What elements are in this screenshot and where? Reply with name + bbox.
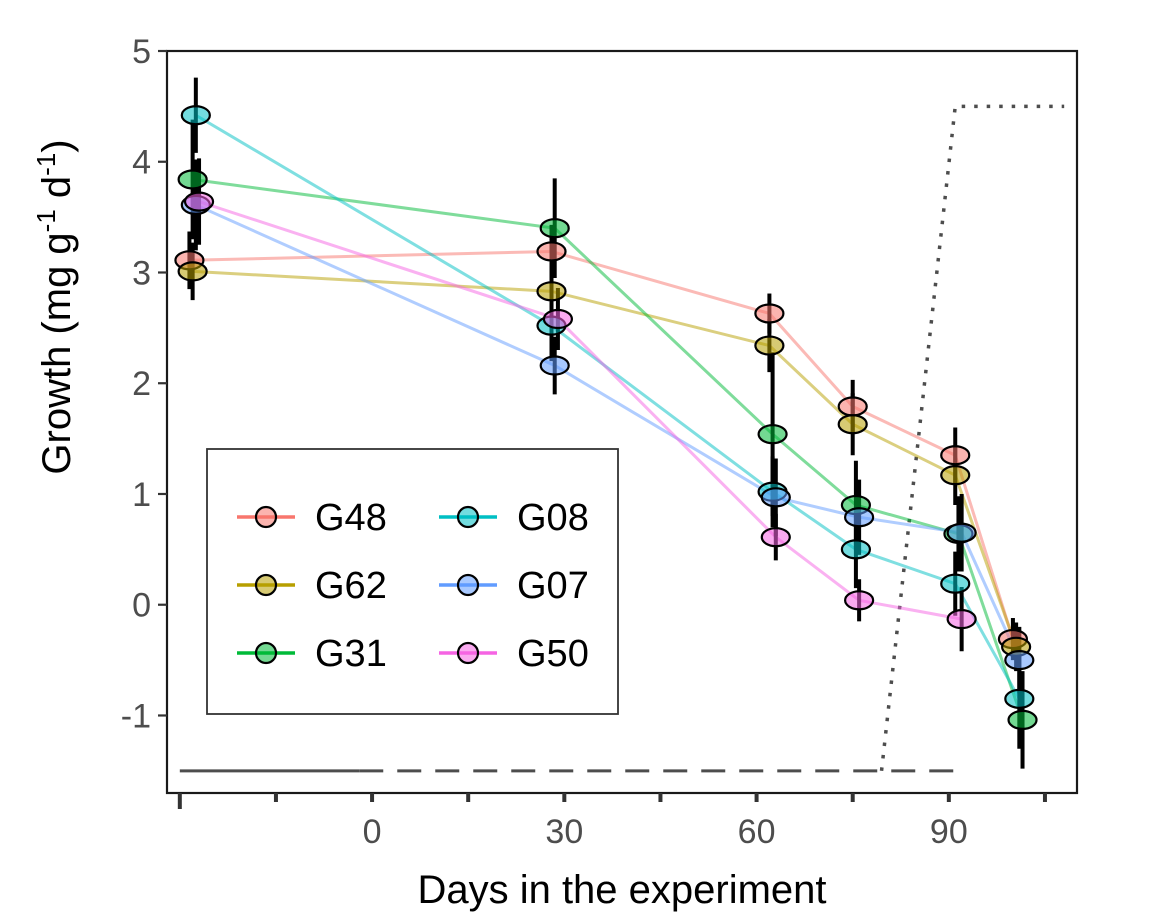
legend-swatch-point xyxy=(254,505,278,529)
point-g50-1 xyxy=(542,308,574,330)
legend-label: G50 xyxy=(517,633,589,675)
point-g48-1 xyxy=(536,241,567,262)
legend-swatch-point xyxy=(254,641,278,665)
legend-item-g62: G62 xyxy=(237,565,387,607)
legend-item-g31: G31 xyxy=(237,633,387,675)
legend-swatch-point xyxy=(456,573,480,597)
legend-label: G07 xyxy=(517,565,589,607)
y-axis-title: Growth (mg g-1 d-1) xyxy=(31,139,79,474)
legend-item-g07: G07 xyxy=(439,565,589,607)
reference-line-dotted xyxy=(879,104,1065,772)
legend-item-g08: G08 xyxy=(439,497,589,539)
point-g07-3 xyxy=(844,507,875,528)
x-tick-label-60: 60 xyxy=(738,813,776,851)
reference-lines xyxy=(179,104,1065,773)
x-tick-label-30: 30 xyxy=(545,813,583,851)
y-tick-label-5: 5 xyxy=(132,33,151,71)
legend-swatch-point xyxy=(456,505,480,529)
point-g62-4 xyxy=(940,465,971,486)
y-tick-label-1: 1 xyxy=(132,476,151,514)
point-g08-5 xyxy=(1004,688,1035,709)
series-line-g62 xyxy=(192,269,1018,648)
point-g62-2 xyxy=(754,335,785,356)
point-g62-3 xyxy=(837,414,868,435)
legend-item-g50: G50 xyxy=(439,633,589,675)
point-g31-1 xyxy=(539,218,570,239)
point-g07-2 xyxy=(760,487,791,508)
legend-label: G08 xyxy=(517,497,589,539)
x-tick-label-0: 0 xyxy=(363,813,382,851)
y-tick-label-0: 0 xyxy=(132,587,151,625)
point-g50-3 xyxy=(844,590,875,611)
point-g07-4 xyxy=(946,522,977,543)
point-g62-1 xyxy=(536,281,567,302)
point-g08-0 xyxy=(180,105,211,126)
series-line-g08 xyxy=(195,113,1021,700)
point-g07-5 xyxy=(1004,650,1035,671)
y-tick-label-3: 3 xyxy=(132,254,151,292)
legend-swatch-point xyxy=(456,641,480,665)
y-tick-label--1: -1 xyxy=(121,697,151,735)
point-g50-2 xyxy=(760,527,791,548)
point-g07-1 xyxy=(539,355,570,376)
series-line-g31 xyxy=(192,177,1024,721)
point-g31-2 xyxy=(757,424,788,445)
point-g48-4 xyxy=(940,445,971,466)
point-g31-5 xyxy=(1007,709,1038,731)
x-axis-title: Days in the experiment xyxy=(417,868,826,912)
point-g48-3 xyxy=(837,396,868,417)
plot-panel-border xyxy=(165,49,1079,795)
point-g08-3 xyxy=(840,539,872,560)
point-g62-0 xyxy=(177,261,208,282)
x-tick-label-90: 90 xyxy=(930,813,968,851)
point-g50-4 xyxy=(946,609,977,630)
series-line-g48 xyxy=(189,249,1015,640)
data-points xyxy=(174,105,1038,731)
point-g50-0 xyxy=(183,191,215,212)
series-line-g07 xyxy=(195,203,1021,661)
point-g48-2 xyxy=(754,303,785,324)
legend-item-g48: G48 xyxy=(237,497,387,539)
legend-swatch-point xyxy=(254,573,278,597)
y-tick-label-2: 2 xyxy=(132,365,151,403)
axes: -1 0 1 2 3 4 5 0 30 60 90 xyxy=(121,33,1047,851)
y-tick-label-4: 4 xyxy=(132,144,151,182)
legend-label: G48 xyxy=(315,497,387,539)
legend-label: G31 xyxy=(315,633,387,675)
legend-label: G62 xyxy=(315,565,387,607)
legend: G48 G62 G31 G08 G07 G50 xyxy=(206,448,619,715)
point-g31-0 xyxy=(177,169,208,190)
point-g08-4 xyxy=(940,573,971,594)
